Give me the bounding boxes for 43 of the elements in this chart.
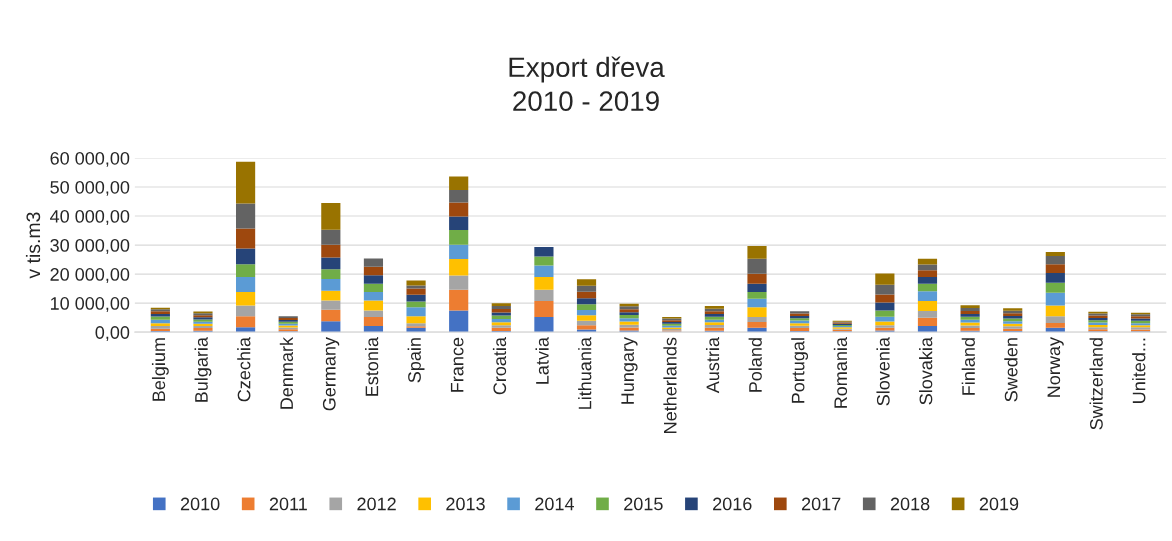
y-tick-label: 20 000,00	[50, 268, 130, 283]
legend-label: 2015	[624, 497, 663, 511]
x-tick-label: Denmark	[279, 337, 294, 409]
chart-title: Export dřeva 2010 - 2019	[509, 56, 665, 112]
legend-label: 2018	[890, 497, 930, 511]
x-tick-label: Estonia	[365, 337, 379, 396]
legend-label: 2017	[801, 497, 841, 511]
y-tick-label: 40 000,00	[50, 209, 130, 225]
legend-label: 2012	[357, 497, 396, 511]
x-tick-label: Switzerland	[1089, 338, 1103, 430]
x-tick-label: Croatia	[492, 337, 507, 395]
x-tick-label: Bulgaria	[194, 337, 212, 402]
x-tick-label: Sweden	[1004, 338, 1018, 402]
legend-label: 2016	[713, 497, 752, 511]
y-tick-label: 50 000,00	[50, 180, 130, 196]
legend-label: 2019	[979, 497, 1019, 511]
y-tick-label: 0,00	[95, 326, 130, 342]
x-tick-label: United...	[1132, 338, 1146, 403]
x-tick-label: Austria	[705, 337, 720, 394]
y-tick-label: 30 000,00	[50, 239, 130, 254]
x-tick-label: Germany	[322, 337, 340, 411]
legend-label: 2010	[180, 497, 220, 511]
y-axis-title: v tis.m3	[25, 212, 41, 279]
legend-label: 2011	[269, 497, 307, 511]
x-tick-label: Slovakia	[919, 337, 933, 405]
y-tick-label: 60 000,00	[50, 151, 130, 167]
x-tick-label: Finland	[961, 338, 975, 395]
x-tick-label: Romania	[833, 337, 848, 408]
y-tick-label: 10 000,00	[50, 297, 130, 312]
legend-label: 2014	[535, 497, 574, 511]
x-tick-label: Norway	[1047, 337, 1064, 397]
x-tick-label: Latvia	[535, 337, 549, 384]
x-tick-label: Slovenia	[876, 337, 890, 406]
legend-label: 2013	[446, 497, 485, 511]
x-tick-label: Czechia	[237, 337, 251, 402]
x-tick-label: Hungary	[621, 337, 638, 404]
x-tick-label: Poland	[748, 338, 762, 392]
x-tick-label: Belgium	[151, 338, 169, 401]
x-tick-label: France	[450, 337, 464, 392]
x-tick-label: Spain	[407, 338, 425, 383]
x-tick-label: Portugal	[791, 338, 809, 403]
x-tick-label: Lithuania	[578, 337, 592, 409]
x-tick-label: Netherlands	[663, 337, 677, 433]
